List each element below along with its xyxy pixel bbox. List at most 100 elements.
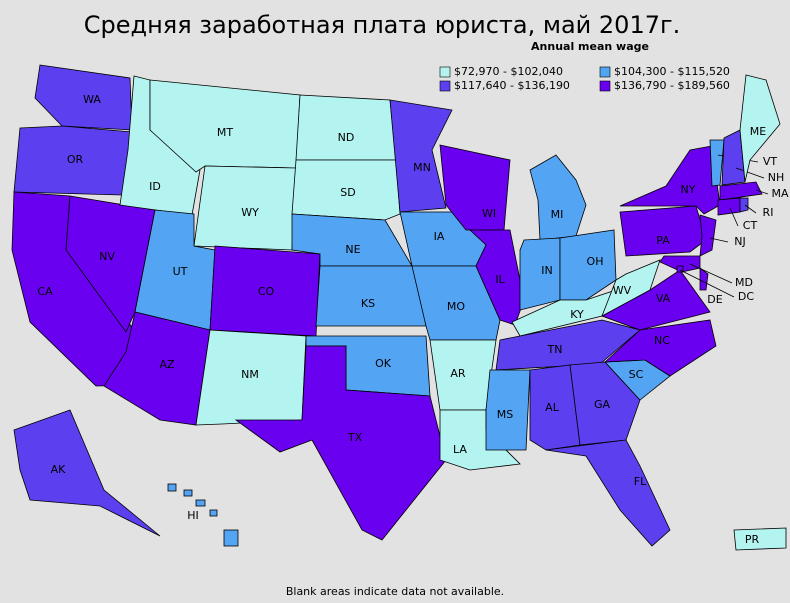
state-label: NV — [99, 250, 115, 263]
state-shape — [315, 265, 427, 327]
state-label: IL — [495, 273, 505, 286]
state-shape — [739, 197, 749, 213]
state-shape — [167, 483, 177, 492]
state-shape — [619, 205, 707, 257]
legend-title: Annual mean wage — [531, 40, 649, 53]
state-label: AR — [450, 367, 466, 380]
state-shape — [569, 361, 641, 446]
state-label: NE — [345, 243, 360, 256]
state-label: ME — [750, 125, 766, 138]
state-label: MI — [551, 208, 564, 221]
state-label: HI — [187, 509, 199, 522]
state-shape — [34, 64, 133, 131]
state-shape — [519, 237, 561, 311]
state-label: CO — [258, 285, 275, 298]
state-label: VT — [763, 155, 778, 168]
leader-line — [689, 263, 733, 284]
state-shape — [699, 214, 717, 257]
state-label: KS — [361, 297, 375, 310]
state-label: ND — [338, 131, 355, 144]
states: WA OR CA NV ID MT WY UT AZ CO NM ND SD NE KS OK TX MN IA MO… — [11, 64, 789, 551]
state-label: TN — [547, 343, 563, 356]
state-shape — [468, 229, 525, 326]
state-shape — [709, 139, 725, 187]
state-shape — [209, 509, 218, 517]
state-label: MA — [771, 187, 788, 200]
state-label: AK — [51, 463, 67, 476]
state-label: NH — [768, 171, 785, 184]
legend-swatch — [599, 80, 611, 92]
state-label: AZ — [159, 358, 175, 371]
legend-label: $104,300 - $115,520 — [614, 65, 730, 78]
state-shape — [619, 145, 721, 215]
state-label: MO — [447, 300, 465, 313]
state-shape — [529, 154, 587, 241]
state-label: DE — [707, 293, 722, 306]
state-label: WV — [613, 284, 632, 297]
state-label: GA — [594, 398, 611, 411]
state-label: IN — [541, 264, 552, 277]
legend-label: $72,970 - $102,040 — [454, 65, 563, 78]
state-label: MS — [497, 408, 513, 421]
legend-swatch — [439, 80, 451, 92]
state-shape — [739, 74, 781, 183]
state-label: SC — [629, 368, 644, 381]
state-label: CT — [743, 219, 758, 232]
footnote: Blank areas indicate data not available. — [286, 585, 504, 598]
state-label: OH — [587, 255, 604, 268]
state-shape — [195, 499, 206, 507]
state-shape — [389, 99, 453, 213]
leader-line — [735, 167, 765, 179]
state-label: OK — [375, 357, 392, 370]
state-shape — [13, 409, 161, 537]
state-label: MT — [217, 126, 233, 139]
state-label: NY — [681, 183, 696, 196]
leader-line — [755, 189, 769, 195]
state-label: FL — [634, 475, 647, 488]
state-label: SD — [340, 186, 355, 199]
legend-label: $136,790 - $189,560 — [614, 79, 730, 92]
state-label: MN — [413, 161, 431, 174]
state-label: CA — [37, 285, 53, 298]
state-label: TX — [347, 431, 363, 444]
state-label: WY — [241, 206, 259, 219]
state-shape — [223, 529, 239, 547]
state-label: NM — [241, 368, 259, 381]
state-label: UT — [173, 265, 188, 278]
state-shape — [717, 197, 741, 216]
state-label: RI — [763, 206, 774, 219]
state-label: VA — [656, 292, 671, 305]
state-shape — [601, 259, 661, 317]
state-label: DC — [738, 290, 754, 303]
leader-line — [679, 269, 735, 298]
state-label: KY — [570, 308, 584, 321]
state-label: WA — [83, 93, 101, 106]
state-label: AL — [545, 401, 560, 414]
state-label: IA — [434, 230, 445, 243]
state-shape — [485, 369, 531, 451]
state-label: NC — [654, 334, 670, 347]
leader-line — [709, 237, 729, 243]
title: Средняя заработная плата юриста, май 201… — [84, 11, 680, 39]
state-shape — [545, 439, 671, 547]
state-label: ID — [149, 180, 161, 193]
state-label: NJ — [734, 235, 745, 248]
state-label: WI — [482, 207, 496, 220]
state-shape — [699, 267, 709, 291]
state-shape — [183, 489, 193, 497]
state-shape — [559, 229, 617, 301]
legend-swatch — [599, 66, 611, 78]
state-shape — [733, 527, 787, 551]
legend-swatch — [439, 66, 451, 78]
state-label: PR — [745, 533, 760, 546]
legend: $72,970 - $102,040 $104,300 - $115,520 $11… — [439, 65, 730, 92]
legend-label: $117,640 - $136,190 — [454, 79, 570, 92]
state-shape — [659, 255, 701, 273]
state-shape — [234, 345, 447, 541]
state-label: OR — [67, 153, 84, 166]
state-shape — [719, 181, 763, 201]
state-label: PA — [656, 234, 670, 247]
